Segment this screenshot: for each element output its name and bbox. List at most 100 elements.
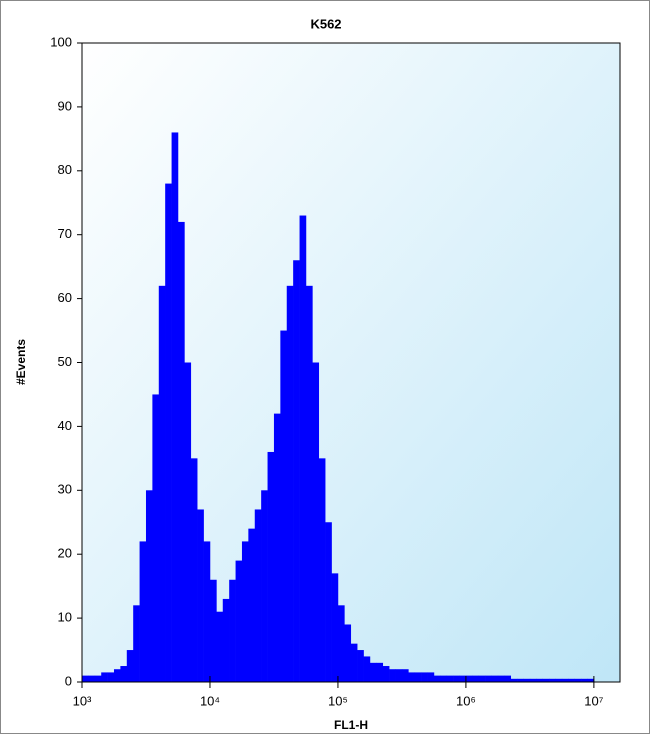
- bar: [337, 605, 345, 682]
- y-tick-label: 10: [58, 610, 72, 625]
- bar: [299, 215, 307, 682]
- bar: [209, 579, 217, 682]
- bar: [286, 285, 294, 682]
- bar: [273, 413, 281, 682]
- bar: [395, 669, 403, 682]
- bar: [453, 675, 460, 682]
- bar: [165, 183, 172, 682]
- bar: [389, 669, 396, 682]
- bar: [555, 678, 563, 682]
- x-tick-label: 10³: [73, 693, 92, 708]
- bar: [325, 522, 332, 682]
- bar: [248, 528, 256, 682]
- y-tick-label: 100: [50, 34, 72, 49]
- y-tick-label: 80: [58, 162, 72, 177]
- bar: [101, 672, 108, 682]
- y-tick-label: 30: [58, 482, 72, 497]
- bar: [184, 362, 192, 682]
- bar: [293, 260, 300, 682]
- bar: [177, 221, 185, 683]
- bar: [472, 675, 480, 682]
- bar: [529, 678, 537, 682]
- bar: [222, 598, 230, 682]
- bar: [133, 605, 140, 682]
- bar: [408, 672, 416, 682]
- bar: [369, 662, 377, 682]
- bar: [542, 678, 550, 682]
- bar: [229, 579, 236, 682]
- bar: [126, 650, 134, 682]
- bar: [254, 509, 262, 682]
- bar: [574, 678, 582, 682]
- y-tick-label: 20: [58, 546, 72, 561]
- bar: [280, 330, 288, 682]
- bar: [82, 675, 89, 682]
- bar: [350, 643, 358, 682]
- x-tick-label: 10⁶: [456, 693, 476, 708]
- bar: [459, 675, 467, 682]
- bar: [561, 678, 569, 682]
- bar: [312, 362, 320, 682]
- bar: [414, 672, 422, 682]
- bar: [382, 666, 390, 682]
- bar: [517, 678, 524, 682]
- bar: [401, 669, 409, 682]
- bar: [216, 611, 224, 682]
- bar: [523, 678, 531, 682]
- bar: [504, 675, 512, 682]
- bar: [94, 675, 102, 682]
- bar: [241, 541, 249, 682]
- bar: [440, 675, 448, 682]
- bar: [331, 573, 339, 682]
- bar: [197, 509, 204, 682]
- x-tick-label: 10⁷: [584, 693, 603, 708]
- bar: [120, 666, 128, 682]
- y-tick-label: 90: [58, 98, 72, 113]
- bar: [88, 675, 96, 682]
- bar: [376, 662, 384, 682]
- bar: [485, 675, 492, 682]
- bar: [145, 490, 153, 682]
- bar: [152, 394, 160, 682]
- bar: [536, 678, 543, 682]
- bar: [465, 675, 473, 682]
- bar: [357, 650, 364, 682]
- bar: [446, 675, 454, 682]
- y-tick-label: 70: [58, 226, 72, 241]
- bar: [427, 672, 435, 682]
- y-tick-label: 40: [58, 418, 72, 433]
- bar: [261, 490, 268, 682]
- bar: [318, 458, 326, 682]
- bar: [107, 672, 115, 682]
- bar: [235, 560, 243, 682]
- bar: [549, 678, 556, 682]
- bar: [203, 541, 211, 682]
- x-tick-label: 10⁵: [328, 693, 348, 708]
- bar: [568, 678, 575, 682]
- bar: [190, 458, 198, 682]
- y-tick-label: 60: [58, 290, 72, 305]
- y-axis-label: #Events: [14, 339, 28, 385]
- bar: [158, 285, 166, 682]
- bar: [510, 678, 518, 682]
- bar: [171, 132, 179, 682]
- x-tick-label: 10⁴: [200, 693, 220, 708]
- bar: [344, 624, 352, 682]
- bar: [267, 451, 275, 682]
- bar: [581, 678, 588, 682]
- bar: [587, 678, 595, 682]
- bar: [363, 656, 371, 682]
- y-tick-label: 0: [65, 673, 72, 688]
- bar: [491, 675, 499, 682]
- bar: [305, 285, 313, 682]
- y-tick-label: 50: [58, 354, 72, 369]
- bar: [113, 669, 121, 682]
- bar: [478, 675, 486, 682]
- bar: [139, 541, 147, 682]
- chart-title: K562: [310, 16, 341, 31]
- bar: [433, 675, 441, 682]
- bar: [497, 675, 505, 682]
- x-axis-label: FL1-H: [334, 718, 368, 732]
- bar: [421, 672, 428, 682]
